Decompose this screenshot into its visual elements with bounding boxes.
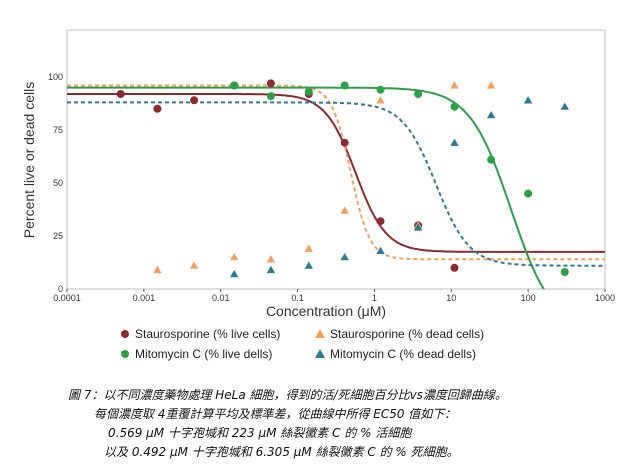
data-point-series-2-7 [376, 96, 385, 104]
data-point-series-2-9 [450, 81, 459, 89]
x-tick-label: 1 [372, 293, 377, 303]
fit-curve-series-3 [67, 86, 545, 290]
caption-line-3: 0.569 μM 十字孢堿和 223 μM 絲裂黴素 C 的 % 活細胞 [108, 426, 412, 440]
data-point-series-2-2 [189, 261, 199, 269]
data-point-series-2-6 [340, 206, 349, 214]
y-tick-label: 50 [53, 178, 63, 188]
data-point-series-1-8 [376, 217, 385, 226]
x-tick-label: 0.01 [212, 293, 230, 303]
data-point-series-4-1 [230, 270, 239, 278]
data-point-series-4-5 [376, 246, 385, 254]
data-point-series-2-10 [486, 81, 496, 89]
data-point-series-2-4 [266, 255, 276, 263]
data-point-series-3-6 [414, 90, 423, 98]
data-point-series-4-8 [486, 111, 496, 119]
data-point-series-1-7 [340, 138, 349, 147]
chart: 0.0001 0.001 0.01 0.1 1 10 100 1000 0 25 50 75 100 C… [21, 29, 615, 361]
legend-label-series-4: Mitomycin C (% dead dells) [330, 347, 476, 361]
fit-curve-series-4 [67, 101, 605, 267]
data-point-series-3-9 [524, 189, 533, 198]
data-point-series-1-1 [116, 90, 125, 98]
fit-curve-series-1 [67, 93, 605, 253]
x-tick-label: 0.001 [133, 293, 156, 303]
data-point-series-1-3 [190, 96, 199, 105]
legend-marker-series-2 [315, 329, 325, 338]
legend-marker-series-4 [315, 349, 325, 358]
data-point-series-2-5 [304, 244, 313, 252]
y-tick-label: 0 [58, 284, 63, 294]
caption-line-4: 以及 0.492 μM 十字孢堿和 6.305 μM 絲裂黴素 C 的 % 死細… [104, 445, 459, 459]
data-point-series-4-2 [266, 265, 276, 274]
data-point-series-4-4 [340, 253, 349, 261]
data-point-series-3-1 [230, 81, 239, 90]
y-tick-label: 100 [48, 72, 63, 82]
x-tick-label: 10 [446, 293, 456, 303]
data-point-series-2-3 [230, 253, 239, 261]
data-point-series-1-10 [450, 263, 459, 272]
caption-line-1: 圖 7：以不同濃度藥物處理 HeLa 細胞，得到的活/死細胞百分比vs濃度回歸曲… [68, 388, 507, 402]
data-point-series-4-7 [450, 138, 459, 146]
data-point-series-4-10 [560, 102, 569, 110]
legend-label-series-2: Staurosporine (% dead cells) [330, 327, 484, 341]
data-point-series-3-5 [376, 85, 385, 94]
x-axis-label: Concentration (μM) [266, 303, 386, 319]
y-tick-label: 25 [53, 231, 63, 241]
data-point-series-3-10 [560, 268, 569, 276]
caption-line-2: 每個濃度取 4重覆計算平均及標準差，從曲線中所得 EC50 值如下： [94, 407, 457, 421]
legend-label-series-3: Mitomycin C (% live dells) [135, 347, 272, 361]
legend-marker-series-3 [121, 350, 129, 358]
data-point-series-4-9 [523, 96, 533, 104]
y-tick-label: 75 [53, 125, 63, 135]
data-point-series-1-5 [266, 79, 275, 88]
data-point-series-2-1 [153, 265, 162, 274]
data-point-series-3-7 [450, 102, 459, 111]
legend-label-series-1: Staurosporine (% live cells) [135, 327, 280, 341]
data-point-series-1-2 [153, 104, 162, 113]
data-point-series-3-8 [487, 155, 496, 164]
x-tick-label: 100 [521, 293, 536, 303]
data-point-series-4-3 [304, 261, 313, 269]
data-point-series-3-4 [340, 81, 349, 90]
data-point-series-4-6 [413, 223, 423, 231]
plot-area [66, 29, 606, 290]
x-tick-label: 0.0001 [53, 293, 81, 303]
data-point-series-3-3 [304, 87, 313, 96]
y-axis-label: Percent live or dead cells [21, 82, 37, 238]
legend-marker-series-1 [121, 330, 129, 338]
x-tick-label: 0.1 [291, 293, 304, 303]
data-point-series-3-2 [266, 92, 275, 101]
fit-curve-series-2 [67, 84, 605, 261]
x-tick-label: 1000 [595, 293, 615, 303]
